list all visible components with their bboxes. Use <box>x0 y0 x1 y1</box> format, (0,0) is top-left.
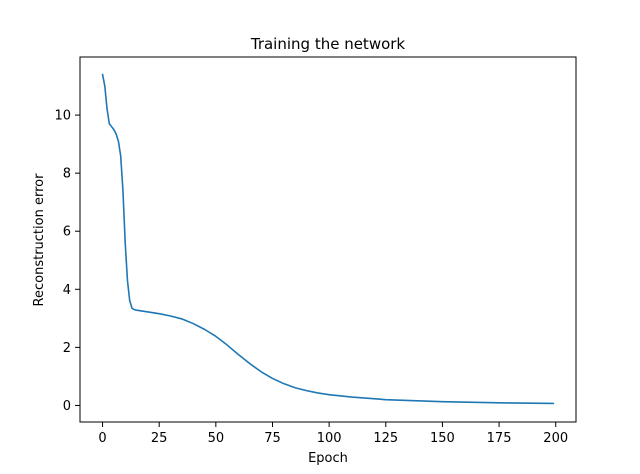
x-tick-label: 25 <box>151 431 168 446</box>
x-tick-label: 150 <box>430 431 455 446</box>
x-tick-label: 100 <box>317 431 342 446</box>
y-axis: 0 2 4 6 8 10 <box>54 109 80 414</box>
y-tick-label: 4 <box>63 283 71 298</box>
x-tick-label: 50 <box>208 431 225 446</box>
y-tick-label: 2 <box>63 341 71 356</box>
chart-title: Training the network <box>250 35 406 53</box>
x-axis: 0 25 50 75 100 125 150 175 200 <box>98 422 568 446</box>
y-tick-label: 0 <box>63 399 71 414</box>
y-axis-title: Reconstruction error <box>32 173 47 307</box>
x-tick-label: 0 <box>98 431 106 446</box>
x-tick-label: 175 <box>487 431 512 446</box>
series-line <box>101 73 555 405</box>
y-tick-label: 6 <box>63 225 71 240</box>
x-tick-label: 200 <box>543 431 568 446</box>
y-tick-label: 10 <box>54 109 71 124</box>
y-tick-label: 8 <box>63 167 71 182</box>
x-axis-title: Epoch <box>308 451 348 466</box>
plot-frame <box>79 56 577 423</box>
x-tick-label: 125 <box>373 431 398 446</box>
x-tick-label: 75 <box>264 431 281 446</box>
